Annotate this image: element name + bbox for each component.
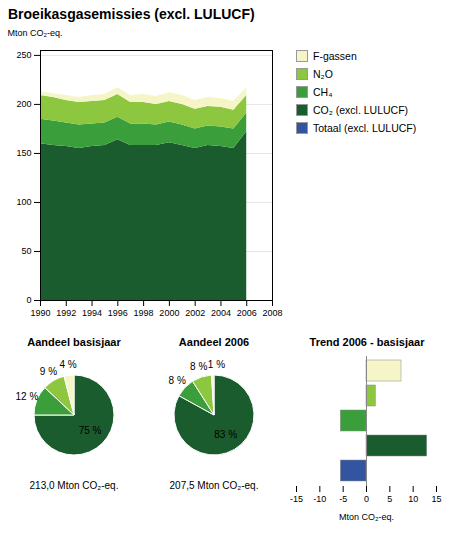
svg-text:1992: 1992 xyxy=(56,308,76,318)
html-text:Aandeel basisjaar: Aandeel basisjaar xyxy=(27,336,121,348)
svg-text:2006: 2006 xyxy=(237,308,257,318)
svg-text:200: 200 xyxy=(16,99,31,109)
svg-text:10: 10 xyxy=(408,494,418,504)
svg-text:0: 0 xyxy=(26,295,31,305)
svg-text:9 %: 9 % xyxy=(40,366,57,377)
svg-text:2002: 2002 xyxy=(185,308,205,318)
svg-text:2000: 2000 xyxy=(159,308,179,318)
svg-text:1 %: 1 % xyxy=(208,359,225,370)
svg-text:75 %: 75 % xyxy=(79,425,102,436)
svg-text:-10: -10 xyxy=(313,494,326,504)
svg-text:8 %: 8 % xyxy=(169,375,186,386)
svg-text:1994: 1994 xyxy=(82,308,102,318)
svg-text:-5: -5 xyxy=(339,494,347,504)
svg-text:5: 5 xyxy=(387,494,392,504)
svg-text:12 %: 12 % xyxy=(15,391,38,402)
svg-text:83 %: 83 % xyxy=(214,429,237,440)
svg-text:150: 150 xyxy=(16,148,31,158)
svg-text:250: 250 xyxy=(16,50,31,60)
svg-text:2008: 2008 xyxy=(262,308,282,318)
html-text:CH₄: CH₄ xyxy=(313,86,333,98)
svg-text:0: 0 xyxy=(364,494,369,504)
html-text:Totaal (excl. LULUCF): Totaal (excl. LULUCF) xyxy=(313,122,417,134)
svg-text:4 %: 4 % xyxy=(59,359,76,370)
svg-text:1990: 1990 xyxy=(30,308,50,318)
svg-text:1996: 1996 xyxy=(108,308,128,318)
svg-text:1998: 1998 xyxy=(134,308,154,318)
svg-text:100: 100 xyxy=(16,197,31,207)
html-text:N₂O: N₂O xyxy=(313,68,333,80)
svg-text:50: 50 xyxy=(21,246,31,256)
html-text:Aandeel 2006: Aandeel 2006 xyxy=(178,336,250,348)
svg-text:8 %: 8 % xyxy=(190,361,207,372)
html-text:Broeikasgasemissies (excl. LUL: Broeikasgasemissies (excl. LULUCF) xyxy=(8,6,255,22)
svg-text:-15: -15 xyxy=(290,494,303,504)
svg-text:Mton CO₂-eq.: Mton CO₂-eq. xyxy=(339,512,394,522)
html-text:213,0 Mton CO₂-eq.: 213,0 Mton CO₂-eq. xyxy=(29,480,119,491)
svg-text:2004: 2004 xyxy=(211,308,231,318)
html-text:Trend 2006 - basisjaar: Trend 2006 - basisjaar xyxy=(309,336,425,348)
html-text:CO₂ (excl. LULUCF): CO₂ (excl. LULUCF) xyxy=(313,104,409,116)
svg-text:15: 15 xyxy=(431,494,441,504)
html-text:207,5 Mton CO₂-eq.: 207,5 Mton CO₂-eq. xyxy=(169,480,259,491)
html-text:F-gassen: F-gassen xyxy=(313,50,357,62)
svg-text:Mton CO₂-eq.: Mton CO₂-eq. xyxy=(8,28,63,38)
